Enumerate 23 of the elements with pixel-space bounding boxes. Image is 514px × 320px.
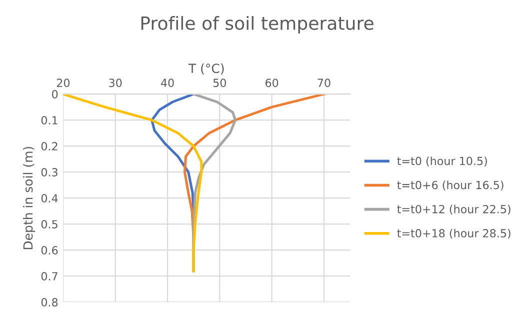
y-tick-label: 0.3: [41, 168, 58, 176]
y-tick-label: 0.4: [41, 194, 58, 202]
legend-label: t=t0+12 (hour 22.5): [397, 204, 510, 215]
x-tick-label: 20: [56, 78, 70, 88]
chart-title: Profile of soil temperature: [141, 16, 374, 34]
y-tick-label: 0.8: [41, 298, 58, 306]
y-tick-label: 0.1: [41, 116, 58, 124]
legend-label: t=t0+18 (hour 28.5): [397, 228, 510, 239]
y-tick-label: 0.6: [41, 246, 58, 254]
x-tick-label: 50: [213, 78, 226, 88]
x-tick-label: 40: [160, 78, 174, 88]
y-tick-label: 0.5: [41, 220, 58, 228]
legend-label: t=t0+6 (hour 16.5): [397, 180, 504, 191]
legend-label: t=t0 (hour 10.5): [397, 156, 487, 166]
y-tick-label: 0: [52, 90, 58, 98]
x-tick-label: 60: [266, 78, 278, 88]
x-tick-label: 70: [318, 78, 330, 88]
x-tick-label: 30: [109, 78, 122, 88]
y-axis-title: Depth in soil (m): [23, 146, 36, 250]
x-axis-title: T (°C): [188, 63, 224, 75]
y-tick-label: 0.7: [41, 272, 58, 280]
y-tick-label: 0.2: [41, 142, 58, 150]
line-series: [63, 94, 203, 272]
